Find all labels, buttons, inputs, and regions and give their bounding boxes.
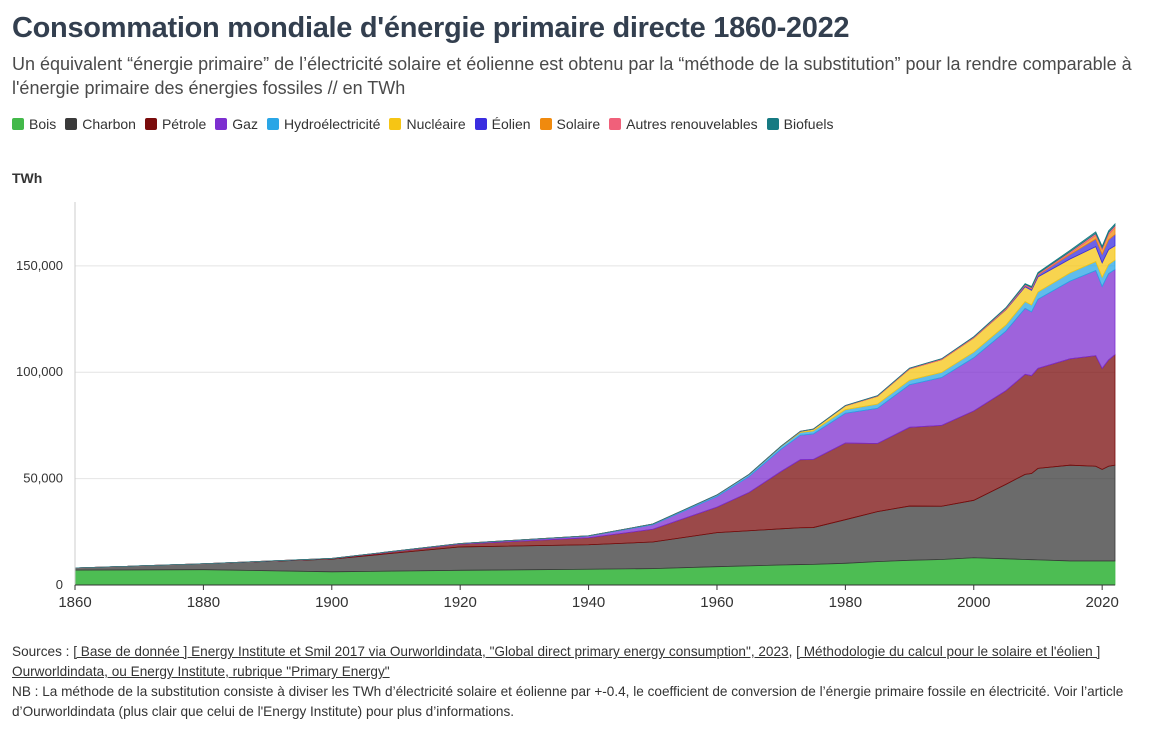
legend-label: Gaz	[232, 116, 258, 132]
legend-item-petrole[interactable]: Pétrole	[144, 116, 207, 132]
legend-label: Éolien	[491, 116, 531, 132]
page-subtitle: Un équivalent “énergie primaire” de l’él…	[12, 54, 1132, 98]
chart-legend: Bois Charbon Pétrole Gaz Hydroélectricit…	[12, 116, 842, 132]
legend-item-bois[interactable]: Bois	[12, 116, 56, 132]
axes: 0 50,000 100,000 150,000 1860 1880 1900 1920 194…	[16, 202, 1119, 611]
y-tick-label: 100,000	[16, 364, 63, 379]
legend-label: Nucléaire	[406, 116, 466, 132]
legend-swatch	[389, 118, 402, 130]
source-link-database[interactable]: [ Base de donnée ] Energy Institute et S…	[73, 644, 789, 659]
legend-swatch	[539, 118, 552, 130]
legend-item-hydro[interactable]: Hydroélectricité	[266, 116, 381, 132]
x-tick-label: 2000	[957, 594, 990, 611]
sources-separator: ,	[788, 644, 797, 659]
legend-label: Solaire	[556, 116, 601, 132]
legend-item-autres[interactable]: Autres renouvelables	[609, 116, 758, 132]
legend-item-charbon[interactable]: Charbon	[65, 116, 136, 132]
legend-label: Bois	[29, 116, 57, 132]
legend-item-gaz[interactable]: Gaz	[215, 116, 258, 132]
nb-note: NB : La méthode de la substitution consi…	[12, 684, 1124, 719]
legend-swatch	[144, 118, 157, 130]
page-title: Consommation mondiale d'énergie primaire…	[12, 12, 850, 44]
legend-swatch	[609, 118, 622, 130]
legend-label: Hydroélectricité	[283, 116, 381, 132]
legend-swatch	[12, 118, 24, 130]
y-tick-label: 0	[56, 577, 63, 592]
legend-label: Charbon	[82, 116, 136, 132]
x-tick-label: 1900	[315, 594, 348, 611]
y-axis-unit-label: TWh	[12, 170, 43, 186]
x-tick-label: 1880	[187, 594, 220, 611]
sources-line: Sources : [ Base de donnée ] Energy Inst…	[12, 642, 1142, 682]
area-series	[74, 222, 1116, 586]
legend-swatch	[215, 118, 228, 130]
legend-label: Pétrole	[161, 116, 207, 132]
legend-swatch	[474, 118, 487, 130]
x-tick-label: 1860	[58, 594, 91, 611]
x-tick-label: 1980	[829, 594, 862, 611]
x-tick-label: 2020	[1085, 594, 1118, 611]
legend-label: Biofuels	[783, 116, 834, 132]
legend-label: Autres renouvelables	[626, 116, 758, 132]
sources-prefix: Sources :	[12, 644, 74, 659]
x-tick-label: 1940	[572, 594, 605, 611]
legend-item-solaire[interactable]: Solaire	[539, 116, 601, 132]
legend-swatch	[266, 118, 279, 130]
stacked-area-chart: 0 50,000 100,000 150,000 1860 1880 1900 1920 194…	[16, 202, 1119, 611]
area-series-9[interactable]	[74, 222, 1116, 569]
source-link-methodology[interactable]: [ Méthodologie du calcul pour le solaire…	[12, 644, 1101, 679]
legend-item-eolien[interactable]: Éolien	[474, 116, 531, 132]
footer-notes: Sources : [ Base de donnée ] Energy Inst…	[12, 642, 1142, 722]
x-tick-label: 1920	[443, 594, 476, 611]
legend-swatch	[65, 118, 78, 130]
legend-item-nucleaire[interactable]: Nucléaire	[389, 116, 466, 132]
x-tick-label: 1960	[700, 594, 733, 611]
legend-swatch	[766, 118, 779, 130]
legend-item-biofuels[interactable]: Biofuels	[766, 116, 834, 132]
y-tick-label: 50,000	[23, 471, 63, 486]
y-tick-label: 150,000	[16, 258, 63, 273]
